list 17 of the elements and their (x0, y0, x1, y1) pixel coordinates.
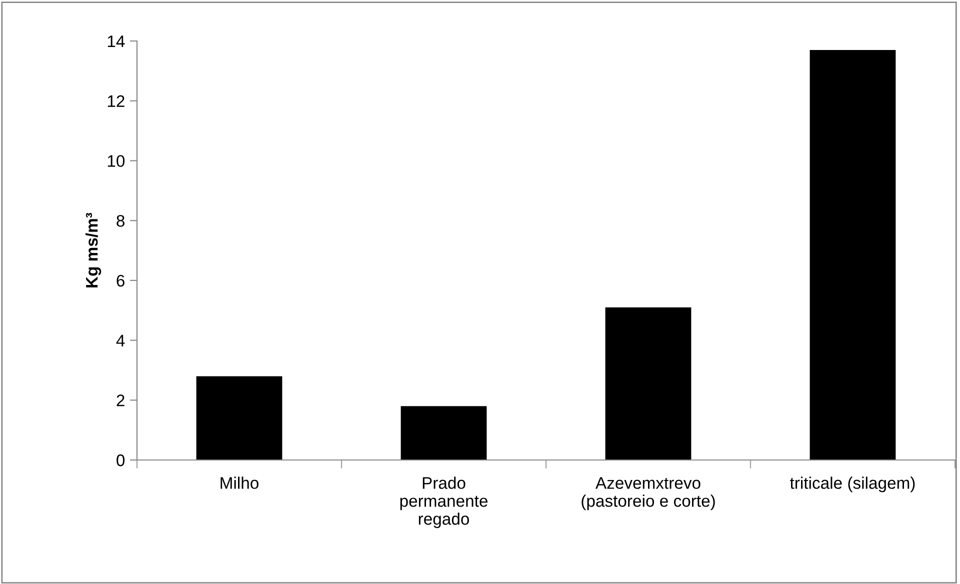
y-tick-label: 8 (116, 214, 124, 227)
y-tick-label: 6 (116, 274, 124, 287)
y-axis-title: Kg ms/m³ (85, 212, 102, 288)
y-tick-label: 10 (108, 155, 125, 167)
bar (196, 376, 282, 460)
x-tick-label: Azevemxtrevo (pastoreio e corte) (582, 477, 715, 510)
y-tick-label: 2 (116, 394, 124, 406)
bar (605, 307, 692, 460)
y-tick-label: 12 (108, 95, 124, 107)
x-tick-label: Milho (220, 476, 258, 489)
y-tick-label: 4 (116, 334, 125, 346)
bar (810, 50, 896, 460)
x-tick-label: triticale (silagem) (790, 476, 915, 492)
y-tick-label: 0 (116, 454, 125, 466)
bar (400, 406, 487, 460)
x-tick-label: Prado permanente regado (400, 476, 488, 528)
y-tick-label: 14 (108, 36, 125, 48)
